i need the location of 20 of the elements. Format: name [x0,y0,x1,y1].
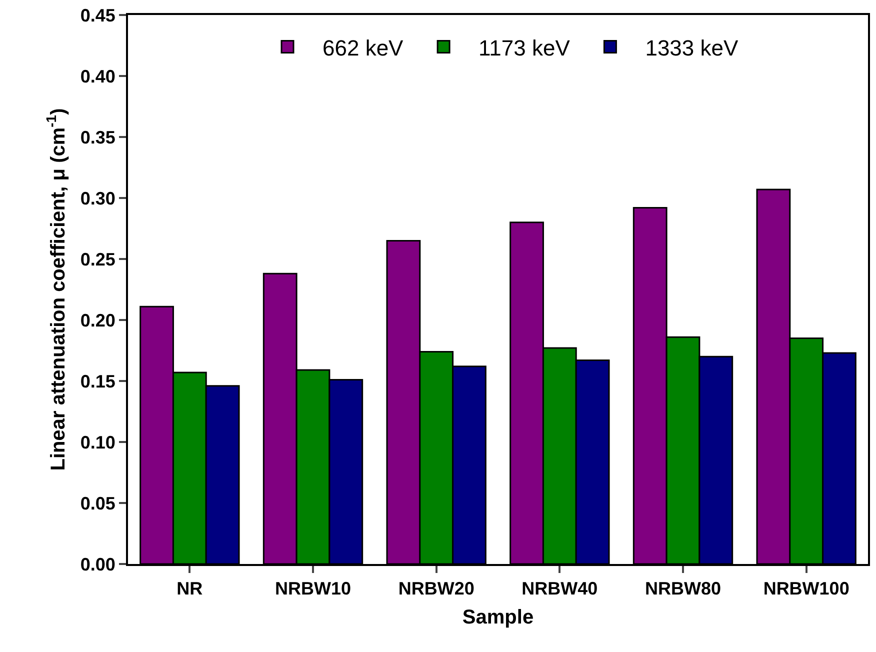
y-tick-label: 0.45 [80,5,116,26]
y-tick-label: 0.10 [80,432,116,452]
legend-label: 1333 keV [645,35,738,60]
y-tick-label: 0.25 [80,249,116,270]
legend-label: 662 keV [322,35,404,60]
x-tick-label: NR [176,578,203,599]
x-tick-label: NRBW10 [274,578,352,599]
x-tick-label: NRBW80 [644,578,722,599]
y-tick-label: 0.30 [80,188,116,208]
legend-label: 1173 keV [478,35,570,60]
x-tick-label: NRBW20 [398,578,474,599]
y-tick-label: 0.35 [80,127,116,148]
y-tick-label: 0.05 [80,493,116,514]
x-axis-title: Sample [462,606,534,629]
y-tick-label: 0.00 [80,554,116,574]
y-tick-label: 0.40 [80,66,116,86]
y-tick-label: 0.20 [80,310,116,330]
x-tick-label: NRBW100 [763,578,850,599]
y-tick-label: 0.15 [80,371,116,392]
x-tick-label: NRBW40 [522,578,598,599]
